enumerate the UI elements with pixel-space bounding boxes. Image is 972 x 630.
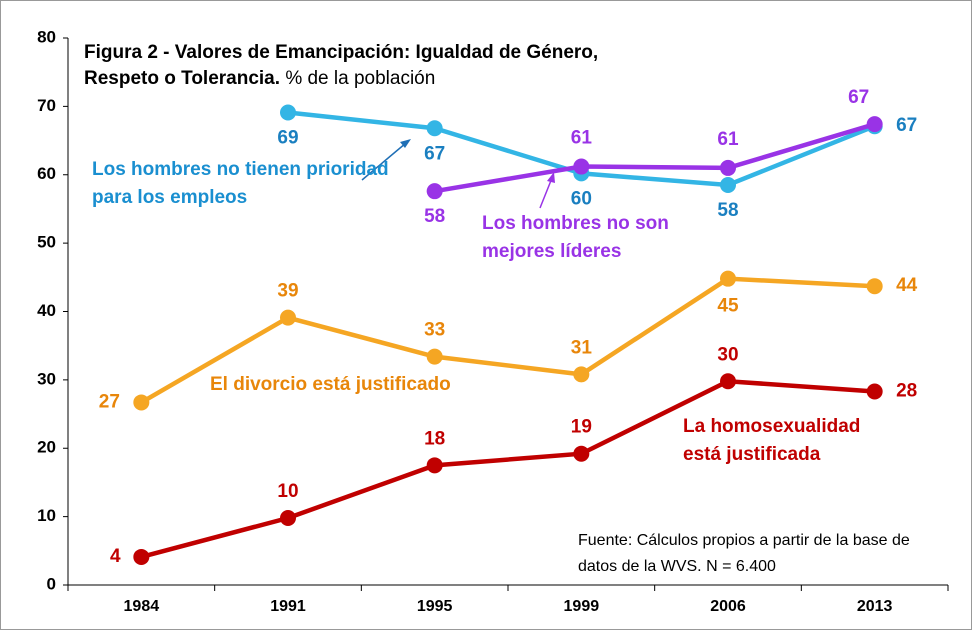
marker — [720, 177, 736, 194]
value-label: 45 — [717, 296, 739, 317]
value-label: 69 — [277, 128, 298, 149]
series-line — [434, 121, 876, 194]
value-label: 58 — [424, 206, 445, 227]
series-label: El divorcio está justificado — [210, 374, 451, 395]
marker — [426, 183, 443, 200]
marker — [133, 394, 150, 411]
marker — [426, 348, 443, 365]
value-label: 4 — [110, 546, 121, 567]
series-label: Los hombres no son mejores líderes — [482, 213, 669, 262]
value-label: 67 — [896, 115, 917, 136]
source-note: Fuente: Cálculos propios a partir de la … — [578, 532, 910, 575]
series-line — [140, 378, 875, 560]
x-tick-label: 1995 — [417, 598, 453, 615]
marker — [866, 116, 883, 133]
arrow-head — [547, 172, 555, 183]
y-tick-label: 70 — [37, 96, 56, 115]
value-label: 18 — [424, 428, 445, 449]
marker — [426, 120, 443, 137]
y-tick-label: 60 — [37, 164, 56, 183]
arrows — [361, 139, 555, 209]
value-label: 39 — [277, 281, 298, 302]
marker — [866, 278, 883, 295]
value-label: 67 — [424, 143, 445, 164]
value-label: 27 — [99, 391, 120, 412]
y-tick-label: 20 — [37, 438, 56, 457]
x-tick-label: 2013 — [857, 598, 893, 615]
chart-title-block: Figura 2 - Valores de Emancipación: Igua… — [84, 40, 664, 92]
y-tick-label: 50 — [37, 233, 56, 252]
value-label: 33 — [424, 320, 445, 341]
value-label: 61 — [717, 129, 739, 150]
series-label: Los hombres no tienen prioridad para los… — [92, 159, 389, 208]
x-tick-label: 1991 — [270, 598, 306, 615]
x-tick-label: 1984 — [124, 598, 160, 615]
marker — [133, 548, 150, 565]
marker — [573, 445, 590, 462]
value-label: 30 — [717, 344, 738, 365]
arrow-head — [400, 139, 411, 148]
marker — [720, 159, 736, 176]
marker — [280, 509, 296, 526]
value-label: 28 — [896, 381, 917, 402]
y-tick-label: 10 — [37, 506, 56, 525]
marker — [280, 309, 296, 326]
x-tick-label: 2006 — [710, 598, 746, 615]
value-label: 60 — [571, 188, 592, 209]
y-tick-label: 0 — [47, 574, 56, 593]
series-line — [140, 276, 875, 405]
marker — [720, 270, 736, 287]
marker — [866, 383, 883, 400]
value-label: 61 — [571, 128, 593, 149]
marker — [573, 366, 590, 383]
value-label: 58 — [717, 200, 738, 221]
marker — [280, 104, 296, 121]
value-label: 44 — [896, 275, 918, 296]
value-label: 10 — [277, 481, 298, 502]
marker — [573, 158, 590, 175]
value-label: 19 — [571, 417, 592, 438]
chart-title: Figura 2 - Valores de Emancipación: Igua… — [84, 42, 599, 89]
arrow — [539, 177, 553, 209]
x-tick-label: 1999 — [564, 598, 600, 615]
value-label: 67 — [848, 87, 869, 108]
chart-subtitle: % de la población — [285, 68, 436, 89]
value-label: 31 — [571, 337, 593, 358]
y-tick-label: 30 — [37, 369, 56, 388]
marker — [426, 457, 443, 474]
y-tick-label: 80 — [37, 27, 56, 46]
arrow — [361, 142, 407, 181]
y-tick-label: 40 — [37, 301, 56, 320]
series-label: La homosexualidad está justificada — [683, 416, 861, 465]
marker — [720, 373, 736, 390]
